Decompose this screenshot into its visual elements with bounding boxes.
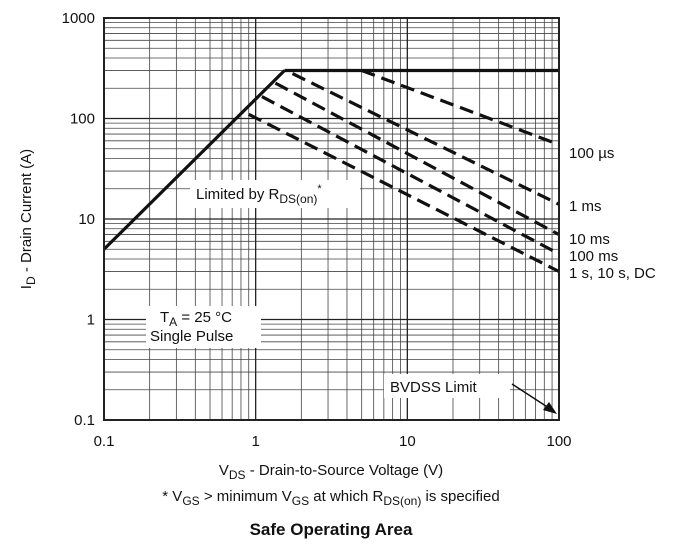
series-label-10ms: 10 ms (569, 231, 610, 248)
y-tick-label: 0.1 (74, 412, 95, 429)
series-line-limited-by-rds-on (102, 69, 286, 251)
series-line-10-ms (274, 81, 560, 237)
series-label-1ms: 1 ms (569, 198, 602, 215)
x-ticks: 0.1 1 10 100 (94, 433, 572, 450)
series-line-1-ms (291, 72, 560, 206)
series-label-1s-10s-dc: 1 s, 10 s, DC (569, 265, 656, 282)
bvdss-pointer-arrow (511, 383, 553, 411)
footnote: * VGS > minimum VGS at which RDS(on) is … (162, 488, 499, 508)
chart-title: Safe Operating Area (250, 520, 413, 539)
bvdss-limit-annotation: BVDSS Limit (390, 379, 478, 396)
x-tick-label: 0.1 (94, 433, 115, 450)
x-axis-label: VDS - Drain-to-Source Voltage (V) (219, 462, 443, 482)
series-line-100-s (361, 69, 560, 147)
rds-limit-annotation: Limited by RDS(on)* (196, 183, 322, 206)
conditions-label-background (146, 306, 261, 348)
series-line-1-s-10-s-dc (247, 112, 560, 273)
series-label-100ms: 100 ms (569, 248, 618, 265)
y-axis-label: ID - Drain Current (A) (18, 149, 38, 289)
bvdss-arrow-head (543, 402, 557, 414)
series-label-100us: 100 µs (569, 145, 614, 162)
ambient-temperature-annotation: TA = 25 °C (160, 309, 232, 329)
bvdss-label-background (384, 374, 510, 398)
y-tick-label: 100 (70, 111, 95, 128)
series-labels: 100 µs 1 ms 10 ms 100 ms 1 s, 10 s, DC (569, 145, 656, 282)
x-tick-label: 100 (546, 433, 571, 450)
y-tick-label: 1 (87, 312, 95, 329)
y-tick-label: 10 (78, 211, 95, 228)
series-line-100-ms (261, 95, 560, 256)
y-ticks: 0.1 1 10 100 1000 (62, 10, 95, 429)
x-tick-label: 1 (251, 433, 259, 450)
single-pulse-annotation: Single Pulse (150, 328, 233, 345)
series-layer (102, 68, 560, 273)
plot-frame (103, 17, 560, 421)
x-tick-label: 10 (399, 433, 416, 450)
rds-label-background (190, 180, 360, 208)
y-tick-label: 1000 (62, 10, 95, 27)
